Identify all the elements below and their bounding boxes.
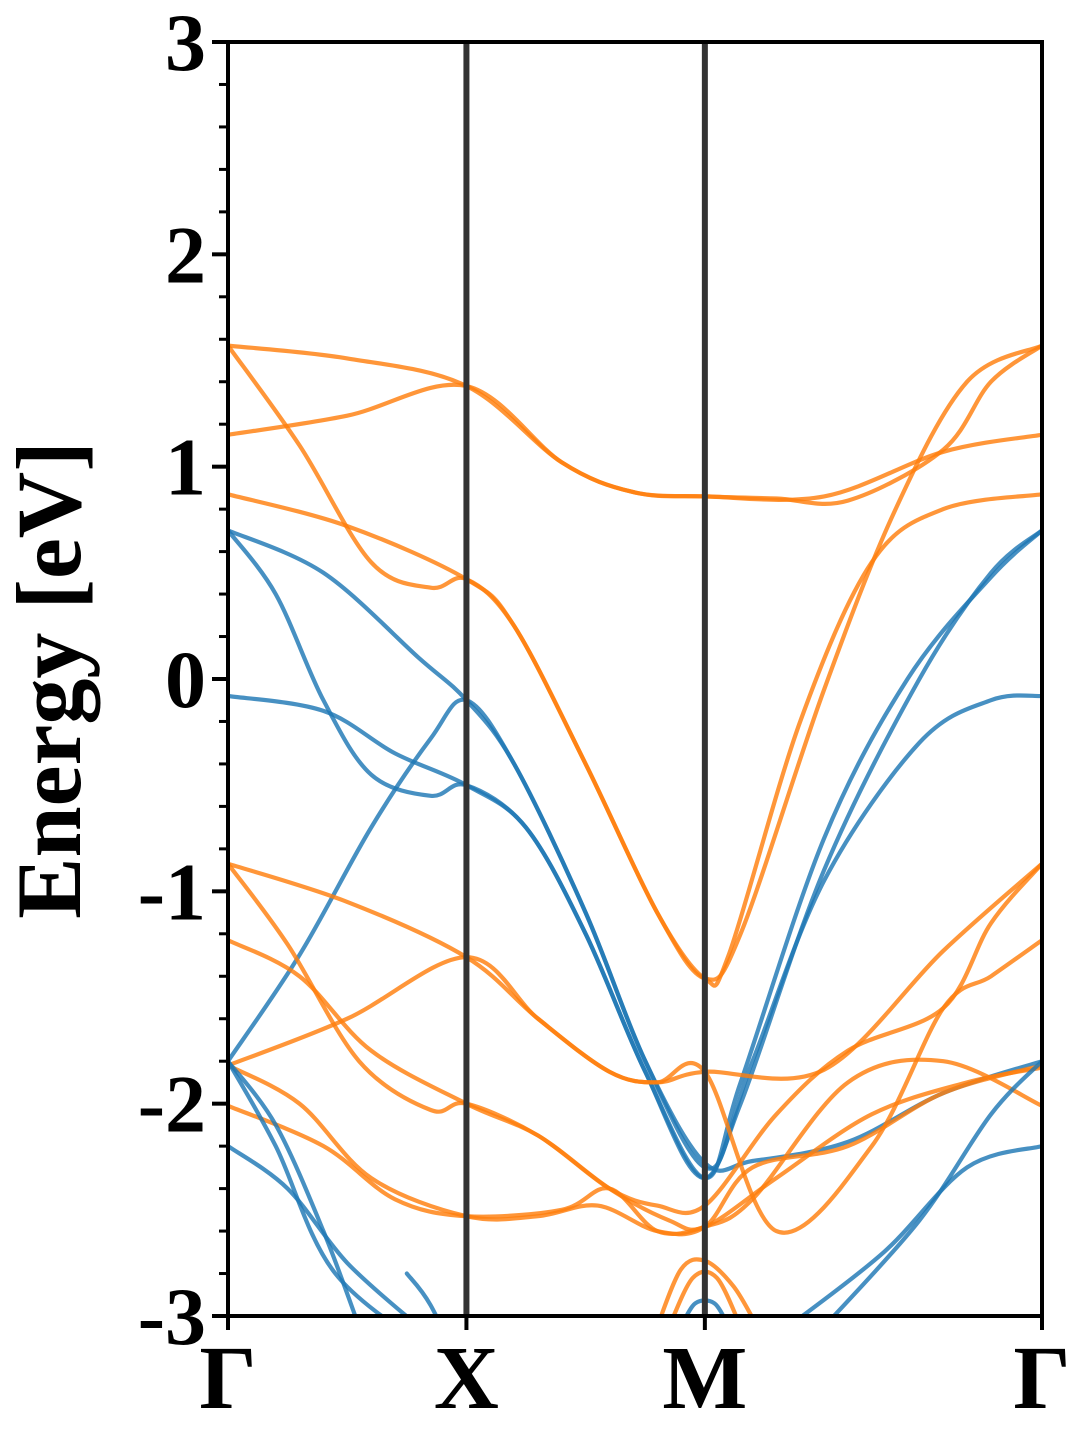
y-tick-label: 2 xyxy=(165,209,206,300)
y-axis-title: Energy [eV] xyxy=(0,441,100,919)
k-label-2: M xyxy=(662,1329,747,1428)
y-tick-label: -1 xyxy=(138,846,206,937)
k-label-1: X xyxy=(434,1329,499,1428)
band-orange-11 xyxy=(228,938,1042,1232)
k-label-3: Γ xyxy=(1013,1329,1070,1428)
y-tick-label: 3 xyxy=(165,0,206,88)
band-blue-5 xyxy=(228,528,1042,1171)
band-blue-8 xyxy=(228,697,1042,1173)
band-blue-15 xyxy=(228,1059,358,1316)
band-orange-2 xyxy=(228,343,1042,506)
band-orange-14 xyxy=(228,1057,1042,1237)
y-tick-labels: 3 2 1 0 -1 -2 -3 xyxy=(138,0,206,1362)
band-orange-13 xyxy=(228,1063,1042,1237)
plot-frame xyxy=(226,40,1044,1318)
band-blue-7 xyxy=(228,693,1042,1181)
band-orange-4 xyxy=(228,343,1042,982)
band-blue-16 xyxy=(228,1144,410,1316)
y-tick-label: 0 xyxy=(165,634,206,725)
band-orange-1 xyxy=(228,343,1042,502)
y-tick-label: -3 xyxy=(138,1271,206,1362)
band-blue-20 xyxy=(830,1059,1042,1316)
y-tick-label: -2 xyxy=(138,1059,206,1150)
band-blue-18 xyxy=(404,1271,439,1316)
band-blue-17 xyxy=(228,1059,386,1316)
y-tick-label: 1 xyxy=(165,422,206,513)
bands-layer xyxy=(228,343,1042,1316)
k-point-lines xyxy=(463,42,708,1316)
k-label-0: Γ xyxy=(199,1329,256,1428)
band-blue-19 xyxy=(798,1144,1042,1316)
band-orange-12 xyxy=(228,938,1042,1235)
